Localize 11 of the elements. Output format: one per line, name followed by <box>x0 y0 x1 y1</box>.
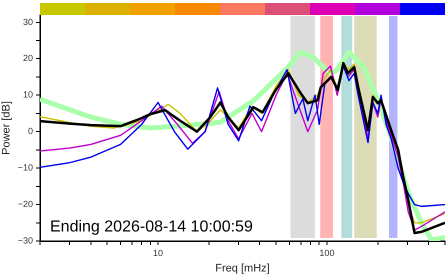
y-tick-label: 30 <box>22 16 33 27</box>
y-tick-label: −30 <box>18 235 33 246</box>
y-tick-label: 0 <box>28 126 33 136</box>
annotation: Ending 2026-08-14 10:00:59 <box>50 218 253 236</box>
y-tick-label: −20 <box>18 199 33 210</box>
y-axis-title: Power [dB] <box>0 101 13 155</box>
y-tick-label: −10 <box>18 162 33 173</box>
x-axis-title: Freq [mHz] <box>215 262 270 274</box>
y-tick-label: 20 <box>22 53 33 64</box>
x-tick-label: 100 <box>319 248 334 258</box>
y-tick-label: 10 <box>22 90 33 100</box>
